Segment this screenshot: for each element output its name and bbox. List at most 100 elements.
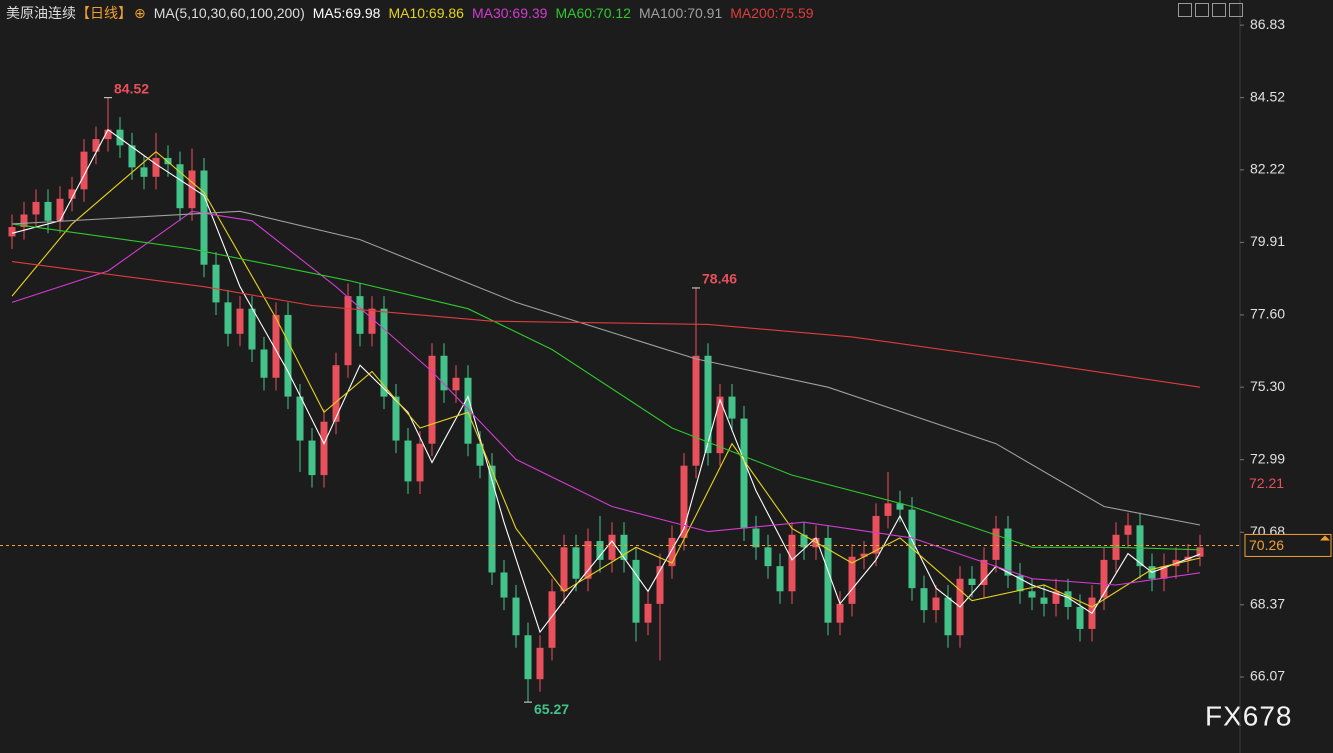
candle-body (548, 591, 556, 648)
candle-body (968, 578, 976, 586)
candle-body (596, 541, 604, 560)
ma-line (11, 150, 1201, 608)
candle-body (440, 355, 448, 391)
ma-line (11, 223, 1201, 551)
y-tick-label: 77.60 (1250, 306, 1285, 322)
candle-body (560, 547, 568, 592)
candle-body (188, 170, 196, 209)
ma-line (11, 210, 1201, 526)
candle-body (116, 129, 124, 146)
price-box (1245, 474, 1331, 495)
tool-button[interactable] (1212, 3, 1226, 17)
candle-body (200, 170, 208, 265)
candle-body (104, 129, 112, 140)
icon[interactable]: ⊕ (134, 4, 146, 21)
price-box (1244, 533, 1332, 557)
candle-body (164, 157, 172, 165)
candle-body (464, 377, 472, 444)
y-tick-label: 82.22 (1250, 161, 1285, 177)
candle-body (56, 198, 64, 221)
candle-body (896, 503, 904, 510)
candle-body (1052, 591, 1060, 604)
candle-body (824, 537, 832, 623)
tool-button[interactable] (1229, 3, 1243, 17)
y-tick-label: 75.30 (1250, 378, 1285, 394)
candle-body (212, 264, 220, 303)
candle-body (140, 167, 148, 177)
y-tick-label: 84.52 (1250, 88, 1285, 104)
candle-body (644, 603, 652, 623)
candle-body (932, 597, 940, 611)
candle-body (380, 308, 388, 397)
candle-body (1016, 575, 1024, 592)
candle-body (1124, 525, 1132, 535)
legend-entry: MA100:70.91 (638, 5, 723, 21)
y-tick-label: 66.07 (1250, 668, 1285, 684)
candle-body (248, 308, 256, 350)
candle-body (1028, 591, 1036, 598)
legend-entry: MA60:70.12 (555, 5, 631, 21)
y-tick-label: 68.37 (1250, 595, 1285, 611)
candle-body (68, 189, 76, 199)
candle-body (452, 377, 460, 391)
candle-body (776, 566, 784, 592)
candle-body (1100, 559, 1108, 598)
candle-body (332, 365, 340, 422)
candle-body (428, 355, 436, 444)
candle-body (572, 547, 580, 579)
candle-body (752, 528, 760, 548)
candle-body (656, 566, 664, 604)
candle-body (8, 227, 16, 237)
candle-body (836, 603, 844, 623)
legend-entry: MA10:69.86 (388, 5, 464, 21)
tool-button[interactable] (1195, 3, 1209, 17)
candle-body (680, 465, 688, 538)
candle-body (80, 151, 88, 190)
candle-body (284, 314, 292, 397)
candle-body (668, 537, 676, 567)
tool-button[interactable] (1178, 3, 1192, 17)
candle-body (128, 145, 136, 168)
candle-body (764, 547, 772, 567)
extreme-label: 84.52 (114, 80, 149, 96)
candles (8, 97, 1204, 703)
candle-body (356, 296, 364, 334)
indicator: MA(5,10,30,60,100,200) (153, 5, 305, 21)
candle-body (920, 588, 928, 611)
candle-body (260, 349, 268, 378)
legend: 美原油连续 【日线】 ⊕ MA(5,10,30,60,100,200) MA5:… (6, 3, 814, 23)
candle-body (632, 559, 640, 623)
candle-body (1076, 606, 1084, 629)
toolbar (1178, 3, 1243, 17)
candle-body (20, 214, 28, 228)
candle-body (608, 534, 616, 560)
candle-body (1040, 597, 1048, 604)
candle-body (860, 553, 868, 557)
y-tick-label: 72.99 (1250, 450, 1285, 466)
candle-body (392, 396, 400, 441)
legend-entry: MA5:69.98 (312, 5, 381, 21)
candle-body (848, 556, 856, 604)
candle-body (944, 597, 952, 636)
candle-body (92, 139, 100, 152)
candle-body (692, 355, 700, 466)
candle-body (1160, 566, 1168, 579)
candle-body (296, 396, 304, 441)
extreme-label: 65.27 (534, 701, 569, 717)
candle-body (704, 355, 712, 454)
candle-body (500, 572, 508, 598)
crosshair-price-label: 72.21 (1249, 475, 1284, 491)
current-price-label: 70.26 (1249, 537, 1284, 553)
price-arrow (1320, 535, 1330, 541)
candle-body (884, 503, 892, 516)
candle-body (272, 314, 280, 378)
candle-body (620, 534, 628, 560)
candle-body (476, 443, 484, 466)
candle-body (716, 396, 724, 454)
candle-body (992, 528, 1000, 560)
candle-body (308, 440, 316, 476)
candle-body (416, 443, 424, 482)
candle-body (524, 635, 532, 680)
